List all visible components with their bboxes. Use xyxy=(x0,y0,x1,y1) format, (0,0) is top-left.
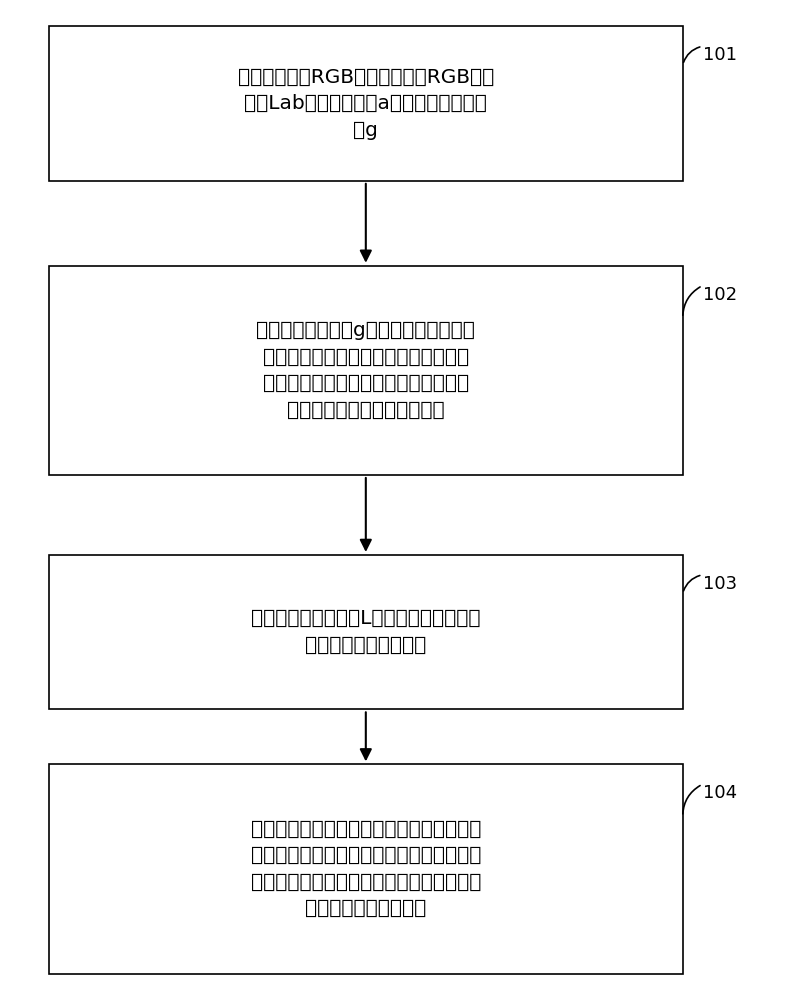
Text: 获取结核杆菌RGB图像，把图像RGB模式
转为Lab模式，并计算a分量的梯度的模图
像g: 获取结核杆菌RGB图像，把图像RGB模式 转为Lab模式，并计算a分量的梯度的模… xyxy=(238,68,494,140)
FancyBboxPatch shape xyxy=(49,26,683,181)
Text: 102: 102 xyxy=(703,286,737,304)
FancyBboxPatch shape xyxy=(49,266,683,475)
Text: 根据梯度的模图像g的数值分布情况删除
背景并保留结核杆菌边界，再对结核杆
菌边界断裂处进行边界线段连接，然后
对得到的图像使用分水岭算法: 根据梯度的模图像g的数值分布情况删除 背景并保留结核杆菌边界，再对结核杆 菌边界… xyxy=(256,321,475,420)
Text: 104: 104 xyxy=(703,784,737,802)
Text: 101: 101 xyxy=(703,46,736,64)
FancyBboxPatch shape xyxy=(49,555,683,709)
Text: 根据结核杆菌的特点确定长宽比和圆形度信
息，通过背景均衡化算法确定颜色信息，再
利用这些信息识别杂质与杆菌，删除杂质背
景，保留结核杆菌区域: 根据结核杆菌的特点确定长宽比和圆形度信 息，通过背景均衡化算法确定颜色信息，再 … xyxy=(250,820,481,918)
Text: 103: 103 xyxy=(703,575,737,593)
FancyBboxPatch shape xyxy=(49,764,683,974)
Text: 依次判断分水岭图像L的每个区域，根据颜
色信息，删除杂质区域: 依次判断分水岭图像L的每个区域，根据颜 色信息，删除杂质区域 xyxy=(251,609,480,655)
